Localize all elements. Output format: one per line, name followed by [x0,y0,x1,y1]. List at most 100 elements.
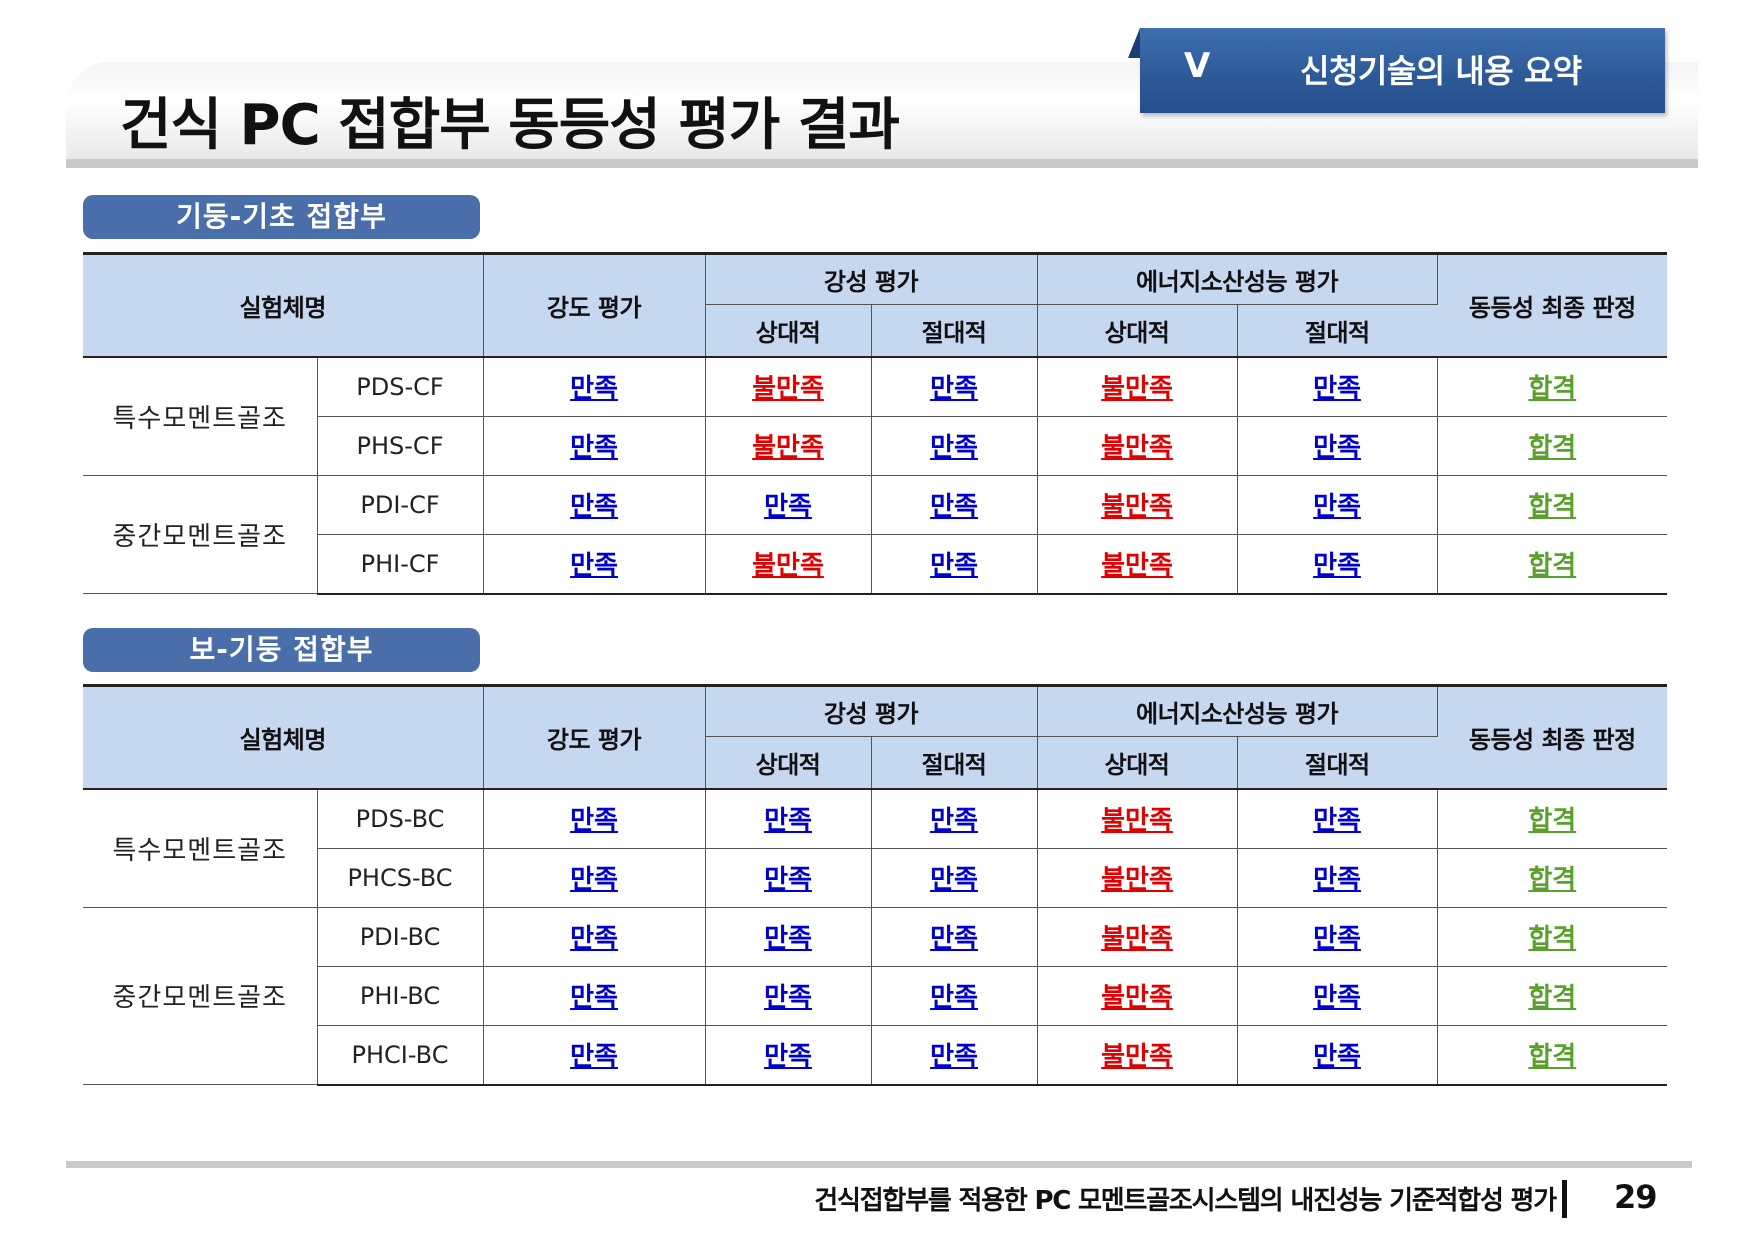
result-cell: 만족 [483,416,706,476]
result-ok: 만족 [764,924,812,954]
table-row: PHCI-BC 만족 만족 만족 불만족 만족 합격 [83,1025,1668,1086]
result-cell: 만족 [483,788,706,849]
result-cell: 만족 [1237,966,1438,1026]
frame-type-cell: 특수모멘트골조 [83,356,318,476]
result-ok: 만족 [930,865,978,895]
table-row: 특수모멘트골조 PDS-BC 만족 만족 만족 불만족 만족 합격 [83,788,1668,908]
result-cell: 합격 [1437,788,1668,849]
result-cell: 만족 [871,416,1038,476]
result-cell: 만족 [705,1025,872,1086]
result-pass: 합격 [1528,551,1577,581]
header-absolute: 절대적 [871,736,1038,790]
result-cell: 만족 [871,534,1038,595]
table-heading: 보-기둥 접합부 [83,628,480,672]
result-cell: 만족 [483,534,706,595]
section-number: V [1184,46,1211,86]
result-cell: 만족 [1237,848,1438,908]
result-ok: 만족 [570,924,618,954]
result-ok: 만족 [1313,374,1361,404]
result-cell: 만족 [1237,534,1438,595]
result-pass: 합격 [1528,806,1577,836]
result-cell: 만족 [705,848,872,908]
header-strength: 강도 평가 [483,252,706,358]
result-cell: 만족 [871,788,1038,849]
result-cell: 만족 [705,966,872,1026]
header-relative: 상대적 [705,304,872,358]
footer-rule [66,1161,1692,1168]
result-ok: 만족 [1313,1042,1361,1072]
section-title: 신청기술의 내용 요약 [1300,52,1582,90]
table-row: PHI-BC 만족 만족 만족 불만족 만족 합격 [83,966,1668,1026]
result-cell: 불만족 [1037,907,1238,967]
result-cell: 만족 [705,907,872,967]
result-ng: 불만족 [1101,924,1173,954]
header-relative: 상대적 [1037,304,1238,358]
result-ng: 불만족 [752,433,824,463]
specimen-cell: PHCS-BC [317,848,484,908]
result-cell: 만족 [871,848,1038,908]
result-ok: 만족 [930,983,978,1013]
result-cell: 합격 [1437,356,1668,417]
specimen-cell: PDS-CF [317,356,484,417]
header-name: 실험체명 [83,684,484,790]
result-pass: 합격 [1528,492,1577,522]
table-heading: 기둥-기초 접합부 [83,195,480,239]
result-ok: 만족 [570,983,618,1013]
header-strength: 강도 평가 [483,684,706,790]
result-cell: 합격 [1437,416,1668,476]
specimen-cell: PHCI-BC [317,1025,484,1086]
result-cell: 불만족 [1037,534,1238,595]
result-cell: 만족 [871,907,1038,967]
result-ok: 만족 [570,492,618,522]
table-row: PHS-CF 만족 불만족 만족 불만족 만족 합격 [83,416,1668,476]
header-name: 실험체명 [83,252,484,358]
result-cell: 만족 [483,356,706,417]
specimen-cell: PHI-BC [317,966,484,1026]
results-table: 실험체명 강도 평가 강성 평가 에너지소산성능 평가 동등성 최종 판정 상대… [83,684,1668,1086]
specimen-cell: PDI-BC [317,907,484,967]
result-ok: 만족 [570,551,618,581]
result-cell: 합격 [1437,1025,1668,1086]
specimen-cell: PHS-CF [317,416,484,476]
result-ng: 불만족 [1101,1042,1173,1072]
header-stiffness: 강성 평가 [705,252,1038,305]
page-title: 건식 PC 접합부 동등성 평가 결과 [120,93,900,158]
result-ok: 만족 [1313,492,1361,522]
table-row: 중간모멘트골조 PDI-CF 만족 만족 만족 불만족 만족 합격 [83,475,1668,594]
result-pass: 합격 [1528,924,1577,954]
result-cell: 불만족 [1037,788,1238,849]
result-cell: 불만족 [1037,1025,1238,1086]
result-ok: 만족 [930,433,978,463]
header-relative: 상대적 [1037,736,1238,790]
result-cell: 만족 [1237,1025,1438,1086]
result-pass: 합격 [1528,433,1577,463]
header-final: 동등성 최종 판정 [1437,252,1668,358]
result-cell: 만족 [871,966,1038,1026]
result-ok: 만족 [764,492,812,522]
header-absolute: 절대적 [1237,304,1438,358]
result-cell: 만족 [1237,356,1438,417]
result-cell: 합격 [1437,907,1668,967]
result-pass: 합격 [1528,1042,1577,1072]
result-cell: 만족 [871,1025,1038,1086]
section-tab: V 신청기술의 내용 요약 [1128,28,1665,113]
result-ok: 만족 [1313,806,1361,836]
result-cell: 합격 [1437,475,1668,535]
header-energy: 에너지소산성능 평가 [1037,252,1438,305]
result-cell: 불만족 [705,356,872,417]
result-cell: 만족 [483,475,706,535]
result-ok: 만족 [930,806,978,836]
header-stiffness: 강성 평가 [705,684,1038,737]
result-cell: 합격 [1437,534,1668,595]
result-cell: 합격 [1437,966,1668,1026]
result-ok: 만족 [930,1042,978,1072]
table-row: PHCS-BC 만족 만족 만족 불만족 만족 합격 [83,848,1668,908]
result-cell: 만족 [1237,416,1438,476]
header-energy: 에너지소산성능 평가 [1037,684,1438,737]
header-relative: 상대적 [705,736,872,790]
frame-type-cell: 중간모멘트골조 [83,907,318,1085]
result-cell: 합격 [1437,848,1668,908]
table-row: PHI-CF 만족 불만족 만족 불만족 만족 합격 [83,534,1668,595]
result-cell: 만족 [1237,907,1438,967]
result-ok: 만족 [570,374,618,404]
